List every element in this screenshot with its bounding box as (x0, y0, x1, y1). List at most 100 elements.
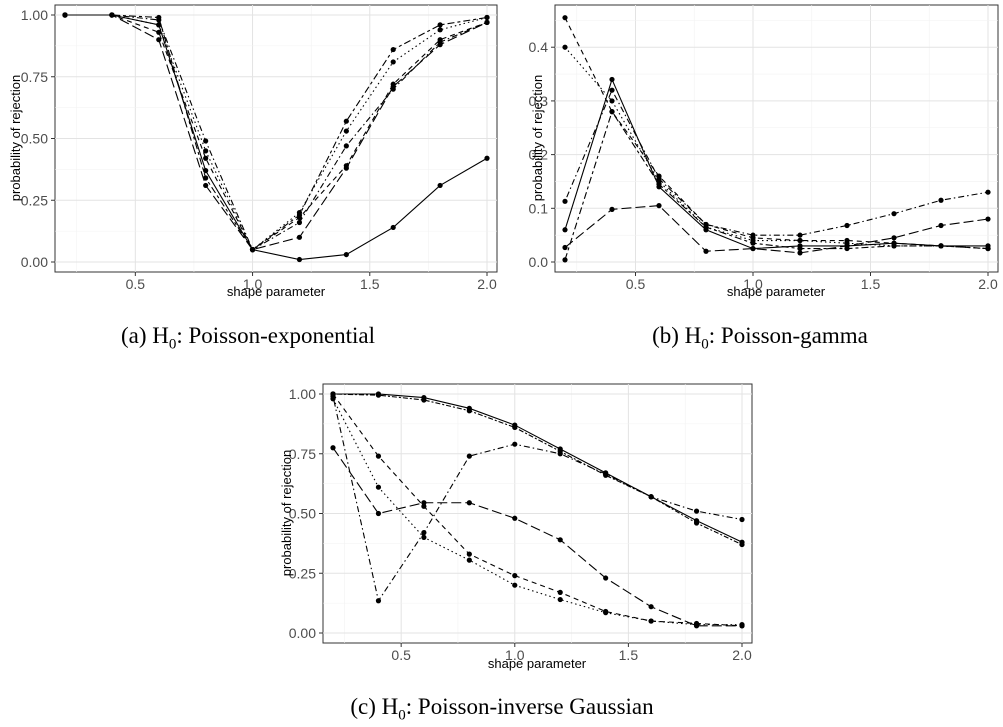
panel-b-caption-subscript: 0 (701, 336, 709, 353)
panel-c-y-tick-label: 0.75 (289, 446, 316, 462)
panel-a-data-point (296, 234, 303, 240)
panel-c-data-point (466, 408, 472, 414)
panel-b-data-point (562, 244, 568, 251)
panel-c-data-point (557, 589, 563, 595)
panel-a-data-point (109, 12, 115, 18)
panel-a-data-point (156, 29, 162, 35)
panel-b-series-twodash-line (564, 110, 989, 261)
panel-b-data-point (656, 181, 662, 187)
panel-b-y-tick-label: 0.0 (529, 254, 549, 270)
panel-c-y-axis-label: probability of rejection (279, 450, 294, 576)
panel-c-data-point (603, 610, 609, 616)
panel-a-y-tick-label: 0.50 (21, 131, 48, 147)
panel-c-x-axis-label: shape parameter (488, 656, 587, 671)
panel-b-data-point (562, 44, 568, 50)
panel-b-data-point (750, 232, 756, 238)
panel-a-data-point (390, 46, 396, 53)
panel-a-data-point (296, 219, 303, 226)
panel-b-x-tick-label: 0.5 (626, 276, 646, 292)
panel-c-data-point (557, 451, 563, 457)
panel-c-series-dotted-line (332, 398, 742, 626)
panel-a-data-point (390, 59, 396, 65)
panel-b-data-point (562, 198, 568, 204)
panel-c-series-solid-line (333, 393, 743, 543)
panel-b-data-point (938, 197, 944, 203)
panel-b-data-point (609, 87, 615, 93)
panel-c-series-lines (332, 393, 743, 627)
panel-a-x-tick-label: 1.5 (360, 276, 380, 292)
panel-c-data-point (421, 503, 427, 509)
panel-c-data-point (693, 508, 700, 514)
panel-b-data-point (985, 216, 991, 222)
panel-a-data-point (203, 168, 209, 174)
panel-b-y-tick-label: 0.1 (529, 200, 549, 216)
panel-b-data-point (609, 206, 615, 212)
panel-b-y-tick-label: 0.4 (529, 39, 549, 55)
panel-b-plot-area (554, 4, 999, 273)
panel-a-data-point (484, 19, 490, 26)
panel-a-y-tick-label: 0.75 (21, 69, 48, 85)
panel-c-data-point (512, 515, 518, 521)
panel-c-data-point (466, 551, 472, 557)
panel-a-x-tick-label: 1.0 (243, 276, 263, 292)
panel-b-data-point (844, 222, 850, 229)
panel-c-data-point (739, 541, 745, 548)
panel-c-data-point (512, 441, 518, 447)
panel-c-data-point (603, 575, 609, 581)
panel-c-caption: (c) H0: Poisson-inverse Gaussian (350, 694, 653, 725)
panel-a-series-solid-line (65, 14, 488, 261)
panel-c-data-point (421, 534, 427, 541)
panel-a-data-point (203, 148, 209, 154)
panel-b-series-solid-line (564, 77, 988, 250)
panel-b-data-point (609, 98, 615, 104)
panel-b-data-point (797, 245, 803, 252)
panel-b-data-point (609, 109, 615, 115)
panel-c-data-point (648, 604, 654, 610)
panel-a-data-point (156, 37, 162, 43)
panel-b-data-points (562, 15, 991, 263)
panel-c-data-point (603, 471, 609, 477)
panel-a-caption-subscript: 0 (168, 336, 177, 353)
panel-a-gridlines (55, 5, 497, 272)
panel-c-data-point (512, 573, 518, 579)
panel-a-series-twodash-line (65, 14, 488, 251)
panel-b-data-point (844, 245, 850, 252)
panel-b-data-point (750, 245, 756, 252)
panel-c-caption-label: (c) H (350, 694, 399, 719)
panel-b-series-dashed-line (564, 17, 989, 250)
panel-c-data-point (421, 530, 427, 536)
panel-a-data-point (296, 256, 303, 263)
panel-a-data-point (437, 22, 443, 28)
panel-b-x-tick-label: 2.0 (978, 276, 998, 292)
panel-b-x-tick-label: 1.5 (861, 276, 881, 292)
panel-c-x-ticks: 0.5 1.0 1.5 2.0 (391, 643, 752, 663)
panel-c-gridlines (323, 384, 752, 643)
panel-b-x-tick-label: 1.0 (743, 276, 763, 292)
panel-b-data-point (656, 203, 662, 209)
panel-a-data-point (249, 247, 256, 253)
panel-b-data-point (797, 237, 803, 244)
panel-c-data-point (693, 623, 700, 629)
panel-b-y-ticks: 0.0 0.1 0.2 0.3 0.4 (529, 39, 555, 270)
panel-b-data-point (656, 176, 662, 182)
panel-a-data-point (296, 212, 303, 218)
panel-a-data-point (437, 27, 443, 33)
panel-b-data-point (797, 232, 803, 238)
panel-b-series-lines (564, 17, 989, 261)
panel-c-x-tick-label: 2.0 (732, 647, 752, 663)
panel-a-series-longdash-line (65, 14, 488, 251)
panel-a-x-tick-label: 2.0 (477, 276, 497, 292)
panel-b-data-point (985, 189, 991, 195)
panel-b-chart: 0.5 1.0 1.5 2.0 0.0 0.1 0.2 0.3 0.4 shape param… (529, 4, 999, 299)
panel-b-data-point (703, 224, 709, 230)
panel-c-data-point (739, 623, 745, 629)
panel-b-data-point (609, 76, 615, 83)
panel-b-data-point (938, 243, 944, 249)
panel-c-data-point (693, 520, 700, 526)
panel-a-series-dashed-line (65, 14, 488, 251)
panel-a-data-point (156, 22, 162, 28)
panel-c-caption-subscript: 0 (398, 707, 406, 724)
panel-a-x-tick-label: 0.5 (126, 276, 146, 292)
panel-c-data-point (466, 453, 472, 459)
panel-b-y-tick-label: 0.2 (529, 147, 549, 163)
